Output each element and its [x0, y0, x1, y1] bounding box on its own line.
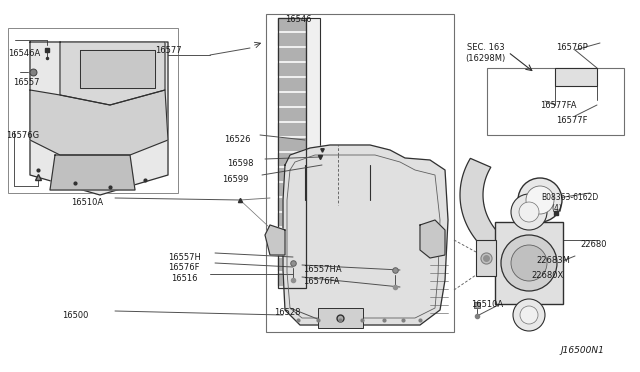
- Text: 16528: 16528: [274, 308, 301, 317]
- Circle shape: [519, 202, 539, 222]
- Bar: [8, 28, 178, 193]
- Text: 16546: 16546: [285, 15, 312, 24]
- Text: 16510A: 16510A: [71, 198, 103, 207]
- Text: 16557HA: 16557HA: [303, 265, 342, 274]
- Polygon shape: [283, 145, 448, 325]
- Bar: [476, 240, 496, 276]
- Text: 16500: 16500: [62, 311, 88, 320]
- Text: 16576P: 16576P: [556, 43, 588, 52]
- Circle shape: [520, 306, 538, 324]
- Circle shape: [511, 245, 547, 281]
- Text: 16557: 16557: [13, 78, 40, 87]
- Text: 16510A: 16510A: [471, 300, 503, 309]
- Text: B08363-6162D: B08363-6162D: [541, 193, 598, 202]
- Text: 16577: 16577: [155, 46, 182, 55]
- Bar: [306, 18, 320, 288]
- Circle shape: [518, 178, 562, 222]
- Text: J16500N1: J16500N1: [560, 346, 604, 355]
- Text: 16598: 16598: [227, 159, 253, 168]
- Circle shape: [511, 194, 547, 230]
- Text: 16577FA: 16577FA: [540, 101, 577, 110]
- Bar: [318, 308, 363, 328]
- Text: 22683M: 22683M: [536, 256, 570, 265]
- Polygon shape: [265, 225, 285, 255]
- Bar: [555, 68, 597, 86]
- Text: 22680: 22680: [580, 240, 607, 249]
- Text: 16576G: 16576G: [6, 131, 39, 140]
- Polygon shape: [30, 90, 168, 155]
- Polygon shape: [460, 158, 544, 275]
- Circle shape: [501, 235, 557, 291]
- Text: 16526: 16526: [224, 135, 250, 144]
- Text: 16576FA: 16576FA: [303, 277, 339, 286]
- Polygon shape: [50, 155, 135, 190]
- Text: SEC. 163: SEC. 163: [467, 43, 504, 52]
- Text: 22680X: 22680X: [531, 271, 563, 280]
- Bar: [266, 14, 454, 332]
- Bar: [495, 222, 563, 304]
- Circle shape: [513, 299, 545, 331]
- Text: (4): (4): [551, 204, 562, 213]
- Polygon shape: [30, 42, 168, 195]
- Polygon shape: [60, 42, 165, 105]
- Circle shape: [526, 186, 554, 214]
- Text: 16557H: 16557H: [168, 253, 201, 262]
- Text: 16516: 16516: [171, 274, 198, 283]
- Polygon shape: [420, 220, 445, 258]
- Text: (16298M): (16298M): [465, 54, 505, 63]
- Text: 16599: 16599: [222, 175, 248, 184]
- Text: 16576F: 16576F: [168, 263, 200, 272]
- Bar: [278, 18, 306, 288]
- Text: 16577F: 16577F: [556, 116, 588, 125]
- Bar: [487, 68, 624, 135]
- Polygon shape: [80, 50, 155, 88]
- Text: 16546A: 16546A: [8, 49, 40, 58]
